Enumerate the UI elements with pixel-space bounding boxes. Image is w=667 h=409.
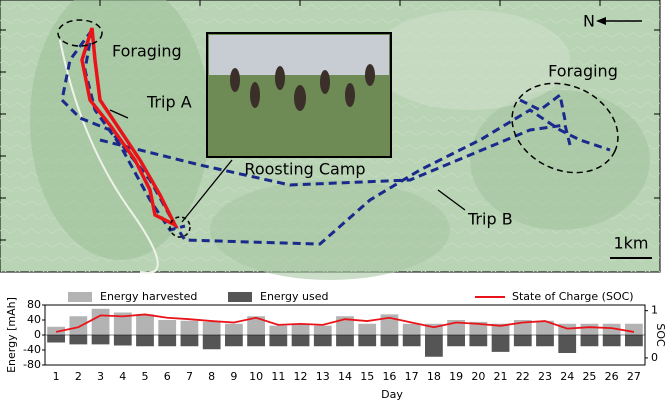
x-tick-label: 7	[186, 370, 193, 383]
bar	[136, 314, 154, 335]
bar	[314, 335, 332, 346]
bar	[381, 335, 399, 346]
y2-axis-label: SOC	[654, 323, 667, 347]
x-tick-label: 25	[582, 370, 596, 383]
bar	[625, 335, 643, 346]
x-tick-label: 3	[97, 370, 104, 383]
x-tick-label: 14	[338, 370, 352, 383]
bar	[225, 324, 243, 335]
x-tick-label: 4	[119, 370, 126, 383]
bar	[92, 335, 110, 344]
x-tick-label: 11	[271, 370, 285, 383]
bar	[181, 335, 199, 346]
legend-label: Energy harvested	[100, 290, 197, 303]
bar	[336, 335, 354, 346]
x-tick-label: 18	[427, 370, 441, 383]
bar	[603, 335, 621, 346]
bar	[269, 335, 287, 346]
x-tick-label: 13	[316, 370, 330, 383]
x-tick-label: 8	[208, 370, 215, 383]
bar	[203, 322, 221, 335]
legend-swatch	[228, 292, 252, 302]
bar	[425, 335, 443, 357]
x-tick-label: 22	[516, 370, 530, 383]
bar	[558, 335, 576, 353]
figure: Foraging Foraging Trip A Roosting Camp T…	[0, 0, 667, 405]
map-label: Trip A	[146, 93, 192, 112]
y-tick-label: -80	[23, 358, 41, 371]
bar	[69, 335, 87, 344]
bar	[403, 324, 421, 335]
x-tick-label: 10	[249, 370, 263, 383]
legend-label: State of Charge (SOC)	[512, 290, 634, 303]
map-label: Foraging	[112, 42, 182, 61]
bar	[292, 324, 310, 335]
map-label: Trip B	[467, 210, 513, 229]
y-tick-label: -40	[23, 343, 41, 356]
x-tick-label: 19	[449, 370, 463, 383]
map-label: Foraging	[548, 62, 618, 81]
bar	[581, 335, 599, 346]
bar	[158, 320, 176, 335]
bar	[314, 326, 332, 335]
bar	[203, 335, 221, 349]
bar	[158, 335, 176, 346]
y-tick-label: 80	[27, 298, 41, 311]
x-tick-label: 9	[230, 370, 237, 383]
bar	[292, 335, 310, 346]
bar	[136, 335, 154, 346]
x-tick-label: 16	[382, 370, 396, 383]
bar	[247, 335, 265, 346]
y-tick-label: 40	[27, 313, 41, 326]
bar	[92, 309, 110, 335]
y2-tick-label: 1	[651, 304, 658, 317]
y-tick-label: 0	[34, 328, 41, 341]
x-tick-label: 27	[627, 370, 641, 383]
scale-label: 1km	[613, 234, 648, 253]
x-tick-label: 15	[360, 370, 374, 383]
x-tick-label: 12	[294, 370, 308, 383]
x-tick-label: 20	[471, 370, 485, 383]
x-tick-label: 6	[164, 370, 171, 383]
map-label: Roosting Camp	[244, 160, 365, 179]
bar	[181, 321, 199, 335]
x-tick-label: 2	[75, 370, 82, 383]
bar	[514, 335, 532, 346]
bar	[225, 335, 243, 346]
y2-tick-label: 0	[651, 351, 658, 364]
x-tick-label: 21	[494, 370, 508, 383]
bar	[625, 324, 643, 335]
bar	[69, 316, 87, 335]
bar	[581, 324, 599, 335]
x-tick-label: 23	[538, 370, 552, 383]
x-tick-label: 5	[142, 370, 149, 383]
legend-swatch	[68, 292, 92, 302]
x-tick-label: 17	[405, 370, 419, 383]
bar	[358, 324, 376, 335]
bar	[536, 335, 554, 346]
bar	[447, 335, 465, 346]
bar	[469, 335, 487, 346]
bar	[269, 326, 287, 335]
bar	[47, 335, 65, 343]
x-tick-label: 24	[560, 370, 574, 383]
y-axis-label: Energy [mAh]	[5, 297, 18, 373]
x-tick-label: 26	[605, 370, 619, 383]
x-axis-label: Day	[381, 388, 403, 401]
bar	[403, 335, 421, 346]
bar	[358, 335, 376, 346]
map: Foraging Foraging Trip A Roosting Camp T…	[0, 0, 660, 280]
bar	[114, 335, 132, 346]
legend-label: Energy used	[260, 290, 328, 303]
x-tick-label: 1	[53, 370, 60, 383]
north-label: N	[583, 12, 595, 31]
bar	[492, 335, 510, 352]
